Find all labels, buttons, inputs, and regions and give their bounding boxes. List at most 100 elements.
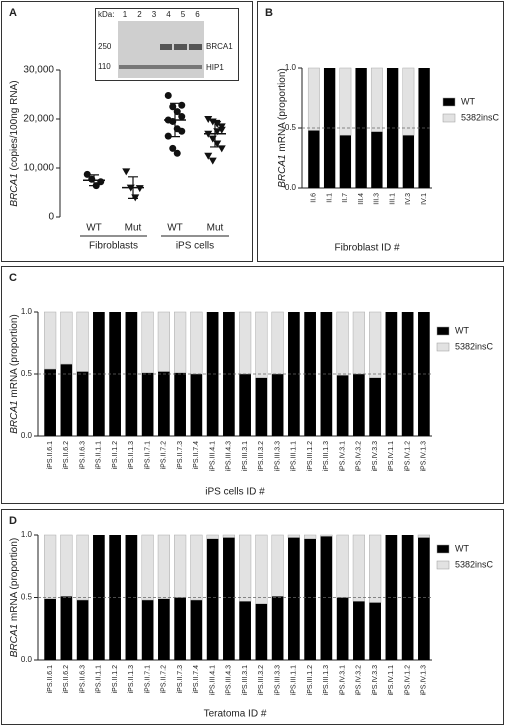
panel-c-frame (1, 266, 504, 504)
x-tick-label: Mut (207, 223, 224, 234)
legend-swatch (442, 113, 456, 123)
x-tick-label: iPS.II.6.2 (63, 665, 70, 694)
x-tick-label: iPS.IV.1.2 (404, 441, 411, 472)
blot-lane: 2 (137, 10, 142, 19)
bar-segment (339, 67, 352, 136)
bar-segment (223, 537, 235, 660)
x-tick-label: iPS.III.4.3 (226, 665, 233, 695)
y-axis-label: BRCA1 (copies/100ng RNA) (9, 80, 20, 206)
x-tick-label: iPS.IV.1.2 (404, 665, 411, 696)
data-point (178, 127, 186, 135)
bar-segment (336, 534, 349, 598)
bar-segment (288, 537, 300, 660)
bar-segment (369, 534, 382, 603)
y-tick-label: 0.5 (21, 369, 33, 378)
x-tick-label: iPS.III.1.2 (307, 665, 314, 695)
bar-segment (336, 375, 349, 436)
blot-lane: 6 (195, 10, 200, 19)
x-tick-label: iPS.III.3.3 (274, 665, 281, 695)
bar-segment (190, 374, 203, 436)
x-tick-label: iPS.II.6.1 (47, 665, 54, 694)
legend-swatch (436, 544, 450, 554)
y-tick-label: 0 (48, 212, 54, 223)
bar-segment (158, 371, 170, 436)
x-tick-label: iPS.II.6.2 (63, 441, 70, 470)
legend-swatch (442, 97, 456, 107)
legend-label: WT (455, 325, 469, 335)
x-tick-label: iPS.III.3.3 (274, 441, 281, 471)
x-tick-label: WT (167, 223, 183, 234)
data-point (204, 152, 213, 160)
y-tick-label: 0.0 (285, 183, 297, 192)
x-tick-label: iPS.III.1.1 (291, 665, 298, 695)
error-bar (210, 119, 220, 148)
bar-segment (336, 597, 349, 660)
x-tick-label: WT (86, 223, 102, 234)
bar-segment (371, 131, 383, 188)
bar-segment (304, 534, 317, 539)
bar-segment (141, 372, 154, 436)
x-tick-label: iPS.IV.3.2 (356, 441, 363, 472)
y-tick-label: 20,000 (23, 114, 54, 125)
x-axis-label: Teratoma ID # (204, 709, 267, 720)
bar-segment (320, 534, 333, 537)
panel-a-frame (1, 1, 253, 262)
bar-segment (353, 374, 365, 436)
panel-label: D (9, 515, 17, 527)
x-tick-label: iPS.II.7.3 (177, 441, 184, 470)
error-bar (128, 176, 138, 199)
panel-d-frame (1, 509, 504, 725)
bar-segment (76, 534, 89, 601)
y-axis-gene: BRCA1 (9, 624, 20, 657)
x-tick-label: iPS.II.7.4 (193, 665, 200, 694)
data-point (164, 132, 172, 140)
bar-segment (44, 598, 56, 660)
x-tick-label: iPS.II.1.1 (96, 441, 103, 470)
bar-segment (401, 312, 414, 436)
x-tick-label: iPS.III.4.1 (209, 665, 216, 695)
x-tick-label: iPS.IV.1.1 (388, 441, 395, 472)
blot-lane: 1 (123, 10, 128, 19)
x-tick-label: iPS.IV.3.2 (356, 665, 363, 696)
bar-segment (353, 601, 365, 660)
bar-segment (271, 596, 284, 660)
bar-segment (125, 312, 138, 436)
y-tick-label: 1.0 (285, 63, 297, 72)
x-tick-label: iPS.IV.3.3 (372, 441, 379, 472)
bar-segment (141, 600, 154, 660)
bar-segment (76, 600, 89, 660)
legend-label: WT (461, 96, 475, 106)
y-axis-gene: BRCA1 (9, 400, 20, 433)
bar-segment (174, 372, 186, 436)
bar-segment (239, 534, 252, 602)
y-axis-unit: mRNA (proportion) (9, 538, 20, 621)
group-label: iPS cells (176, 241, 214, 252)
x-tick-label: iPS.II.6.3 (79, 665, 86, 694)
x-tick-label: iPS.II.7.1 (144, 665, 151, 694)
x-tick-label: III.1 (389, 193, 396, 205)
legend-swatch (436, 560, 450, 570)
bar-segment (190, 600, 203, 660)
bar-segment (255, 377, 268, 436)
x-tick-label: iPS.II.7.2 (161, 665, 168, 694)
x-tick-label: II.1 (326, 193, 333, 203)
bar-segment (352, 534, 365, 602)
bar-segment (190, 534, 203, 601)
x-tick-label: iPS.III.1.3 (323, 665, 330, 695)
x-tick-label: iPS.II.6.3 (79, 441, 86, 470)
bar-segment (174, 311, 187, 374)
panel-label: B (265, 7, 273, 19)
x-tick-label: iPS.III.1.1 (291, 441, 298, 471)
bar-segment (158, 598, 170, 660)
x-tick-label: III.3 (374, 193, 381, 205)
x-tick-label: iPS.III.4.3 (226, 441, 233, 471)
bar-segment (206, 312, 219, 436)
data-point (173, 149, 181, 157)
bar-segment (369, 377, 381, 436)
data-point (83, 170, 91, 178)
y-axis-label: BRCA1 mRNA (proportion) (9, 314, 20, 434)
bar-segment (239, 311, 252, 375)
data-point (164, 91, 172, 99)
data-point (208, 157, 217, 165)
